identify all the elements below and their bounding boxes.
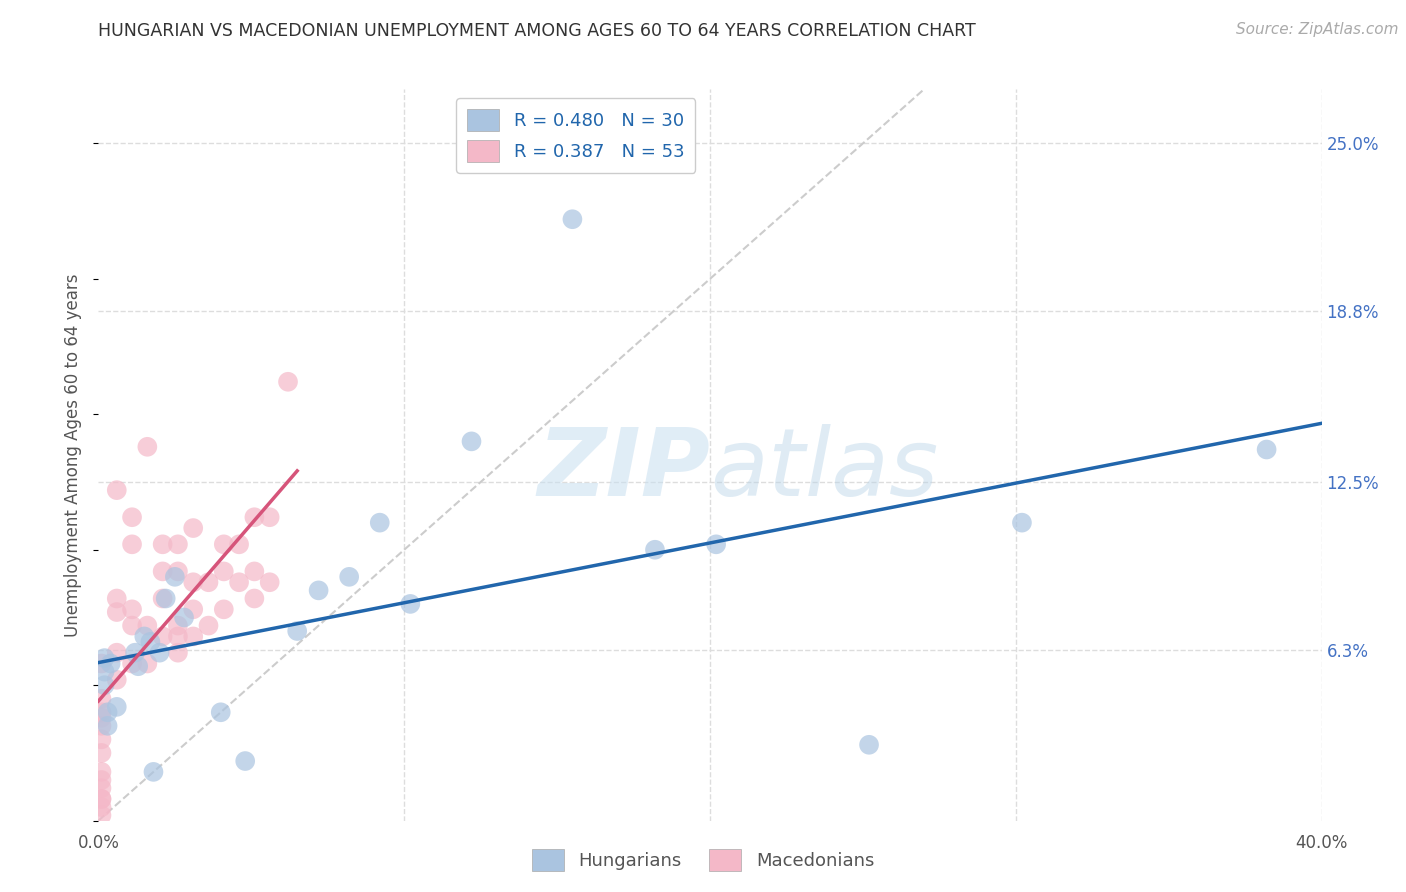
Point	[90, 808, 112, 822]
Point	[228, 575, 250, 590]
Point	[243, 565, 266, 579]
Point	[90, 719, 112, 733]
Point	[152, 591, 174, 606]
Text: Source: ZipAtlas.com: Source: ZipAtlas.com	[1236, 22, 1399, 37]
Point	[858, 738, 880, 752]
Point	[97, 706, 120, 720]
Legend: R = 0.480   N = 30, R = 0.387   N = 53: R = 0.480 N = 30, R = 0.387 N = 53	[456, 98, 696, 173]
Point	[90, 691, 112, 706]
Y-axis label: Unemployment Among Ages 60 to 64 years: Unemployment Among Ages 60 to 64 years	[65, 273, 83, 637]
Point	[152, 629, 174, 643]
Point	[149, 646, 172, 660]
Point	[139, 635, 162, 649]
Point	[90, 764, 112, 779]
Point	[105, 483, 128, 497]
Point	[181, 629, 204, 643]
Point	[100, 657, 122, 671]
Point	[90, 657, 112, 671]
Point	[368, 516, 391, 530]
Point	[167, 629, 190, 643]
Point	[105, 699, 128, 714]
Point	[399, 597, 422, 611]
Point	[152, 565, 174, 579]
Point	[90, 792, 112, 806]
Point	[1011, 516, 1033, 530]
Point	[105, 673, 128, 687]
Point	[163, 570, 186, 584]
Point	[152, 537, 174, 551]
Point	[704, 537, 727, 551]
Point	[243, 510, 266, 524]
Point	[460, 434, 482, 449]
Point	[259, 510, 281, 524]
Point	[233, 754, 256, 768]
Point	[121, 602, 143, 616]
Point	[1256, 442, 1278, 457]
Point	[259, 575, 281, 590]
Point	[285, 624, 308, 638]
Point	[212, 565, 235, 579]
Point	[243, 591, 266, 606]
Text: ZIP: ZIP	[537, 424, 710, 516]
Point	[181, 521, 204, 535]
Point	[197, 575, 219, 590]
Point	[90, 781, 112, 796]
Point	[90, 711, 112, 725]
Point	[127, 659, 149, 673]
Point	[93, 651, 115, 665]
Point	[167, 537, 190, 551]
Point	[90, 732, 112, 747]
Point	[167, 565, 190, 579]
Point	[90, 772, 112, 787]
Point	[155, 591, 177, 606]
Legend: Hungarians, Macedonians: Hungarians, Macedonians	[524, 842, 882, 879]
Point	[561, 212, 583, 227]
Point	[121, 618, 143, 632]
Point	[90, 706, 112, 720]
Text: atlas: atlas	[710, 424, 938, 515]
Point	[136, 440, 159, 454]
Point	[181, 575, 204, 590]
Point	[90, 746, 112, 760]
Point	[167, 618, 190, 632]
Point	[142, 764, 165, 779]
Point	[197, 618, 219, 632]
Point	[90, 792, 112, 806]
Point	[93, 665, 115, 679]
Point	[644, 542, 666, 557]
Point	[90, 800, 112, 814]
Point	[337, 570, 360, 584]
Point	[228, 537, 250, 551]
Point	[105, 591, 128, 606]
Point	[308, 583, 330, 598]
Point	[105, 646, 128, 660]
Point	[212, 602, 235, 616]
Point	[97, 719, 120, 733]
Point	[136, 657, 159, 671]
Point	[124, 646, 146, 660]
Point	[105, 605, 128, 619]
Point	[121, 537, 143, 551]
Point	[136, 618, 159, 632]
Text: HUNGARIAN VS MACEDONIAN UNEMPLOYMENT AMONG AGES 60 TO 64 YEARS CORRELATION CHART: HUNGARIAN VS MACEDONIAN UNEMPLOYMENT AMO…	[98, 22, 976, 40]
Point	[209, 706, 232, 720]
Point	[134, 629, 156, 643]
Point	[167, 646, 190, 660]
Point	[121, 510, 143, 524]
Point	[121, 657, 143, 671]
Point	[173, 610, 195, 624]
Point	[181, 602, 204, 616]
Point	[212, 537, 235, 551]
Point	[93, 678, 115, 692]
Point	[277, 375, 299, 389]
